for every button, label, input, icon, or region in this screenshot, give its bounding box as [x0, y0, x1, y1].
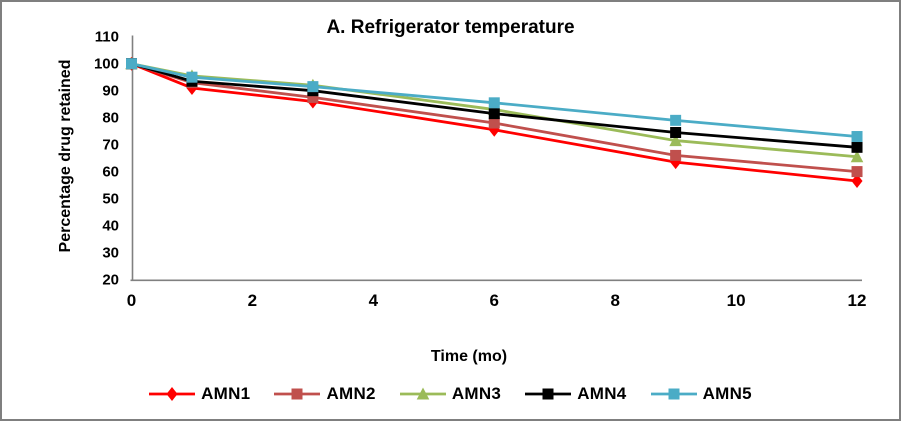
legend-label-AMN2: AMN2	[326, 384, 376, 403]
legend-item-AMN4: AMN4	[525, 384, 626, 404]
legend-item-AMN3: AMN3	[399, 384, 502, 404]
legend-marker-AMN3	[399, 387, 446, 400]
y-tick-label: 40	[102, 218, 119, 235]
data-point-marker-AMN5	[307, 81, 319, 93]
legend-marker-shape-AMN5	[668, 388, 680, 400]
legend-marker-shape-AMN3	[416, 387, 430, 400]
data-point-marker-AMN5	[186, 71, 198, 83]
legend-marker-shape-AMN4	[542, 388, 554, 400]
y-tick-label: 70	[102, 137, 119, 154]
legend-label-AMN5: AMN5	[702, 384, 752, 403]
data-point-marker-AMN5	[126, 58, 137, 70]
legend-item-AMN2: AMN2	[274, 384, 376, 404]
chart-title: A. Refrigerator temperature	[326, 17, 575, 38]
legend-marker-shape-AMN2	[291, 388, 303, 400]
data-point-marker-AMN5	[670, 114, 682, 126]
y-tick-label: 30	[102, 245, 119, 262]
data-point-marker-AMN5	[488, 97, 500, 109]
x-tick-label: 10	[727, 291, 746, 310]
legend-marker-AMN1	[149, 387, 196, 401]
data-point-marker-AMN2	[488, 117, 500, 129]
legend-label-AMN4: AMN4	[577, 384, 627, 403]
data-point-marker-AMN2	[670, 149, 682, 161]
legend-item-AMN1: AMN1	[149, 384, 250, 404]
y-tick-label: 110	[95, 29, 119, 46]
legend-label-AMN1: AMN1	[201, 384, 251, 403]
y-tick-label: 90	[102, 83, 119, 100]
series-line-AMN1	[130, 62, 858, 183]
chart-legend: AMN1 AMN2 AMN3 AMN4 AMN5	[2, 384, 899, 404]
legend-marker-AMN5	[650, 388, 697, 400]
data-point-marker-AMN4	[670, 126, 682, 138]
data-point-marker-AMN5	[851, 131, 863, 143]
x-tick-label: 4	[369, 291, 379, 310]
x-tick-label: 0	[127, 291, 136, 310]
y-tick-label: 20	[102, 272, 119, 289]
x-tick-label: 2	[248, 291, 257, 310]
y-tick-label: 100	[94, 56, 119, 73]
legend-marker-AMN4	[525, 388, 572, 400]
data-point-marker-AMN4	[851, 141, 863, 153]
data-point-marker-AMN2	[851, 166, 863, 178]
series-line-AMN4	[131, 62, 858, 149]
y-tick-label: 60	[102, 164, 119, 181]
y-tick-label: 80	[102, 110, 119, 127]
data-point-marker-AMN3	[669, 134, 682, 147]
x-tick-label: 6	[490, 291, 499, 310]
y-tick-label: 50	[102, 191, 119, 208]
data-point-marker-AMN3	[850, 150, 864, 163]
legend-marker-shape-AMN1	[166, 387, 178, 401]
x-tick-label: 8	[610, 291, 619, 310]
data-point-marker-AMN1	[851, 174, 863, 189]
series-line-AMN5	[131, 62, 858, 138]
legend-item-AMN5: AMN5	[650, 384, 752, 404]
x-axis-title: Time (mo)	[430, 348, 508, 365]
x-tick-label: 12	[848, 291, 867, 310]
legend-marker-AMN2	[274, 388, 321, 400]
data-point-marker-AMN4	[488, 108, 500, 120]
data-point-marker-AMN2	[307, 91, 319, 103]
legend-label-AMN3: AMN3	[451, 384, 502, 403]
